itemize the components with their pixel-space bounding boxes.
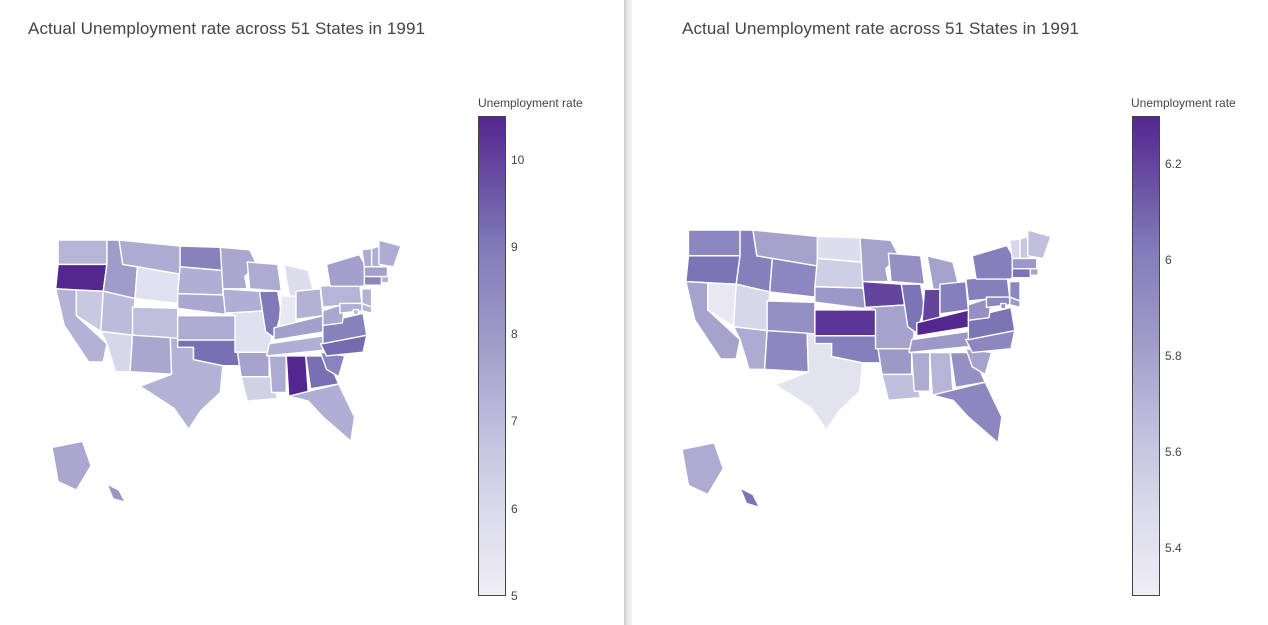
state-dc[interactable] — [999, 302, 1007, 310]
state-dc[interactable] — [352, 308, 359, 316]
state-az[interactable] — [100, 330, 134, 373]
state-az[interactable] — [732, 326, 768, 371]
state-ut[interactable] — [732, 283, 771, 332]
state-ri[interactable] — [380, 275, 390, 284]
state-il[interactable] — [900, 283, 926, 334]
colorbar-title: Unemployment rate — [478, 96, 583, 110]
state-ak[interactable] — [681, 442, 724, 496]
state-ct[interactable] — [1011, 267, 1031, 279]
state-ar[interactable] — [877, 347, 913, 376]
colorbar-title: Unemployment rate — [1131, 96, 1236, 110]
state-al[interactable] — [285, 355, 309, 397]
chart-title: Actual Unemployment rate across 51 State… — [682, 19, 1080, 38]
state-hi[interactable] — [106, 483, 126, 504]
state-il[interactable] — [258, 290, 283, 339]
state-al[interactable] — [928, 351, 954, 396]
map-panel-right: Actual Unemployment rate across 51 State… — [632, 0, 1268, 625]
state-wi[interactable] — [887, 252, 926, 285]
state-me[interactable] — [1027, 229, 1052, 260]
state-wy[interactable] — [769, 257, 819, 298]
state-ar[interactable] — [236, 351, 270, 378]
state-la[interactable] — [240, 375, 279, 402]
state-ri[interactable] — [1029, 267, 1039, 276]
state-ut[interactable] — [100, 290, 136, 336]
state-oh[interactable] — [939, 280, 970, 315]
state-sd[interactable] — [176, 266, 224, 296]
state-sd[interactable] — [814, 257, 864, 289]
map-panel-left: Actual Unemployment rate across 51 State… — [0, 0, 624, 625]
panel-divider — [624, 0, 632, 625]
state-ms[interactable] — [910, 351, 931, 392]
state-oh[interactable] — [295, 288, 324, 321]
state-ms[interactable] — [268, 355, 287, 394]
state-ma[interactable] — [363, 266, 389, 278]
choropleth-map[interactable] — [0, 0, 624, 625]
state-or[interactable] — [54, 263, 108, 292]
state-nm[interactable] — [763, 329, 810, 373]
state-fl[interactable] — [287, 383, 356, 443]
chart-title: Actual Unemployment rate across 51 State… — [28, 19, 426, 38]
state-ks[interactable] — [176, 314, 239, 341]
state-or[interactable] — [685, 255, 741, 285]
state-ct[interactable] — [363, 275, 383, 286]
state-hi[interactable] — [739, 487, 761, 509]
colorbar — [1132, 116, 1160, 596]
state-wa[interactable] — [57, 239, 108, 266]
state-wi[interactable] — [246, 261, 283, 292]
colorbar — [478, 116, 506, 596]
state-nm[interactable] — [129, 334, 173, 375]
state-vt[interactable] — [1008, 238, 1021, 260]
state-vt[interactable] — [361, 247, 373, 268]
state-ak[interactable] — [51, 440, 92, 491]
state-fl[interactable] — [931, 381, 1003, 444]
choropleth-map[interactable] — [632, 0, 1268, 625]
state-ks[interactable] — [814, 309, 879, 337]
state-ma[interactable] — [1011, 257, 1038, 270]
state-wa[interactable] — [687, 229, 741, 257]
state-me[interactable] — [378, 239, 402, 268]
state-wy[interactable] — [134, 266, 181, 305]
state-la[interactable] — [881, 373, 922, 401]
